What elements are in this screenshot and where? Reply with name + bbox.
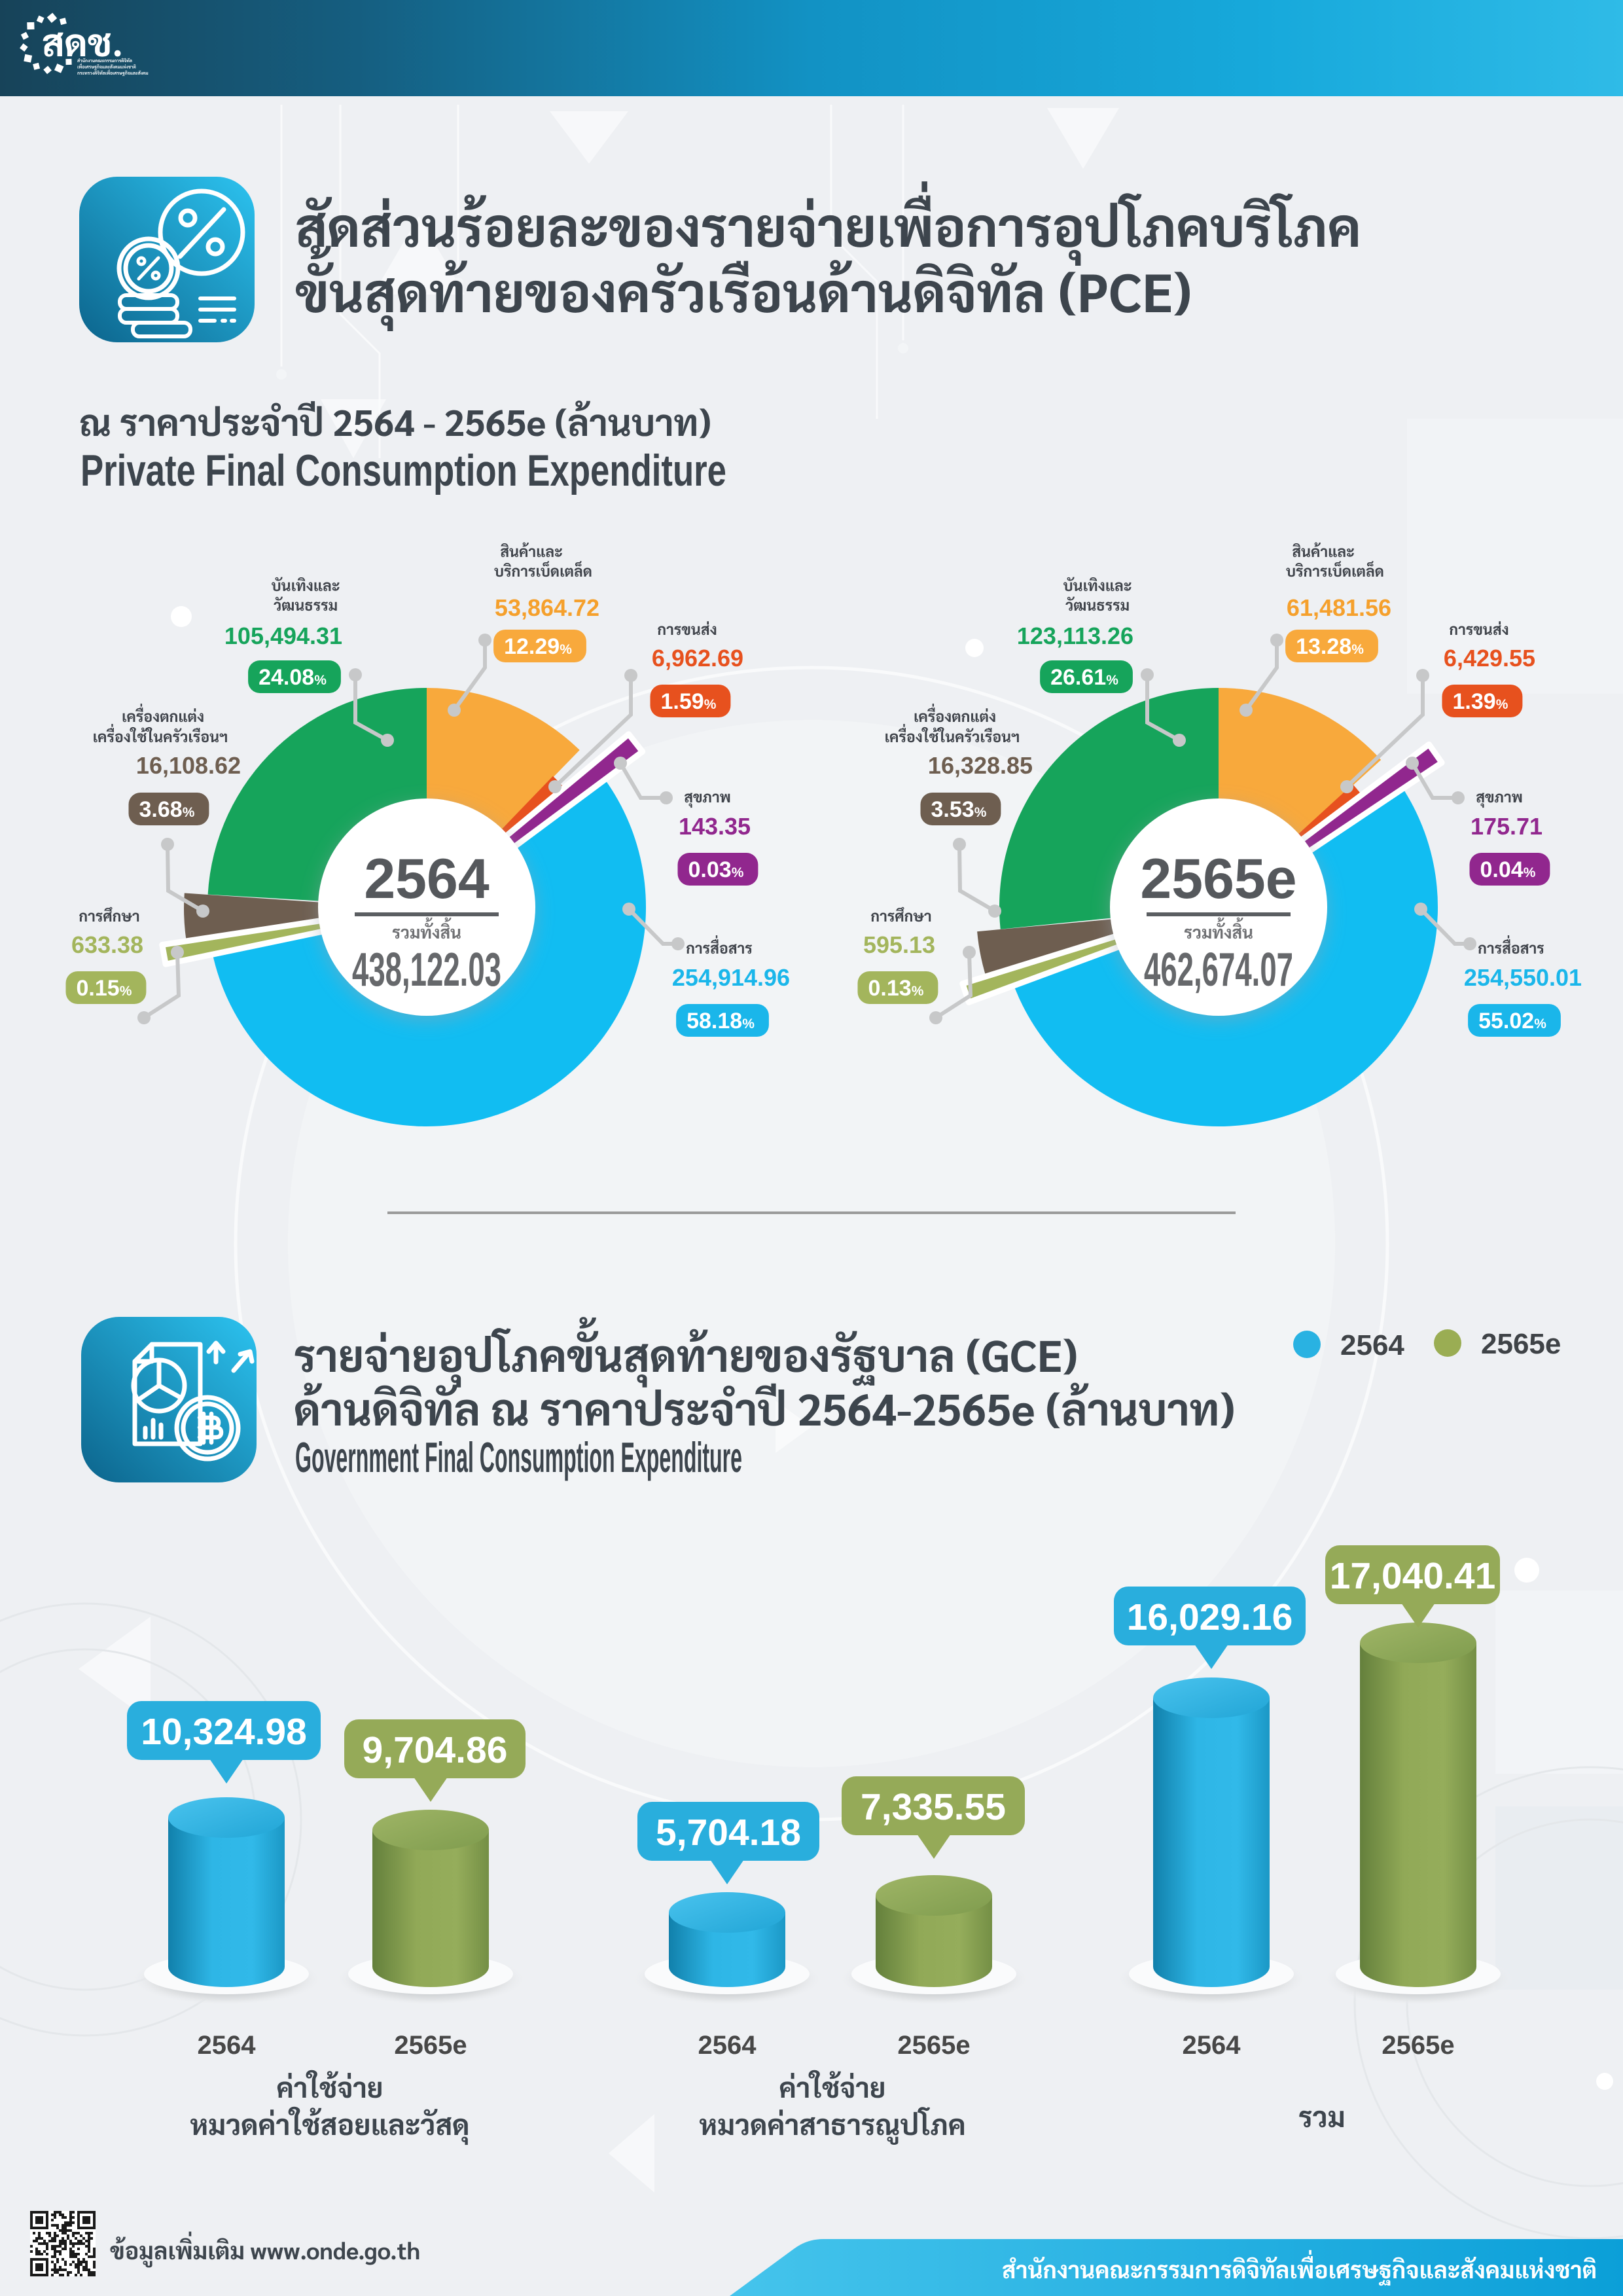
svg-text:9,704.86: 9,704.86 xyxy=(363,1729,508,1771)
svg-text:6,962.69: 6,962.69 xyxy=(652,645,743,672)
svg-text:633.38: 633.38 xyxy=(71,931,143,958)
svg-text:143.35: 143.35 xyxy=(679,813,751,840)
svg-text:2565e: 2565e xyxy=(1140,848,1296,910)
svg-text:1.59%: 1.59% xyxy=(661,689,717,714)
svg-text:7,335.55: 7,335.55 xyxy=(861,1786,1006,1828)
svg-text:Government Final Consumption E: Government Final Consumption Expenditure xyxy=(295,1433,742,1481)
svg-text:462,674.07: 462,674.07 xyxy=(1144,944,1293,996)
svg-text:123,113.26: 123,113.26 xyxy=(1017,622,1133,649)
svg-text:2564: 2564 xyxy=(198,2031,257,2060)
svg-text:595.13: 595.13 xyxy=(863,931,935,958)
svg-text:105,494.31: 105,494.31 xyxy=(224,622,342,649)
svg-text:254,914.96: 254,914.96 xyxy=(672,964,790,991)
svg-text:2564: 2564 xyxy=(1183,2031,1241,2060)
svg-text:1.39%: 1.39% xyxy=(1453,689,1508,714)
svg-text:2565e: 2565e xyxy=(1481,1328,1561,1360)
svg-text:2564: 2564 xyxy=(698,2031,757,2060)
svg-text:6,429.55: 6,429.55 xyxy=(1444,645,1535,672)
svg-text:2565e: 2565e xyxy=(1382,2031,1454,2060)
svg-text:24.08%: 24.08% xyxy=(259,665,327,690)
svg-text:61,481.56: 61,481.56 xyxy=(1287,594,1391,621)
svg-text:2564: 2564 xyxy=(1340,1329,1404,1361)
svg-text:16,029.16: 16,029.16 xyxy=(1127,1596,1293,1638)
svg-text:10,324.98: 10,324.98 xyxy=(141,1711,307,1753)
svg-text:0.13%: 0.13% xyxy=(868,976,924,1001)
svg-text:175.71: 175.71 xyxy=(1471,813,1543,840)
svg-text:2565e: 2565e xyxy=(394,2031,467,2060)
svg-text:16,328.85: 16,328.85 xyxy=(928,752,1033,779)
svg-text:2564: 2564 xyxy=(364,848,489,910)
svg-text:2565e: 2565e xyxy=(897,2031,970,2060)
svg-text:438,122.03: 438,122.03 xyxy=(352,944,501,996)
svg-text:16,108.62: 16,108.62 xyxy=(136,752,241,779)
svg-text:254,550.01: 254,550.01 xyxy=(1464,964,1582,991)
svg-text:53,864.72: 53,864.72 xyxy=(495,594,599,621)
svg-text:17,040.41: 17,040.41 xyxy=(1330,1555,1496,1597)
svg-text:3.68%: 3.68% xyxy=(139,797,195,822)
svg-text:5,704.18: 5,704.18 xyxy=(656,1812,801,1854)
svg-text:Private Final Consumption Expe: Private Final Consumption Expenditure xyxy=(80,446,726,495)
